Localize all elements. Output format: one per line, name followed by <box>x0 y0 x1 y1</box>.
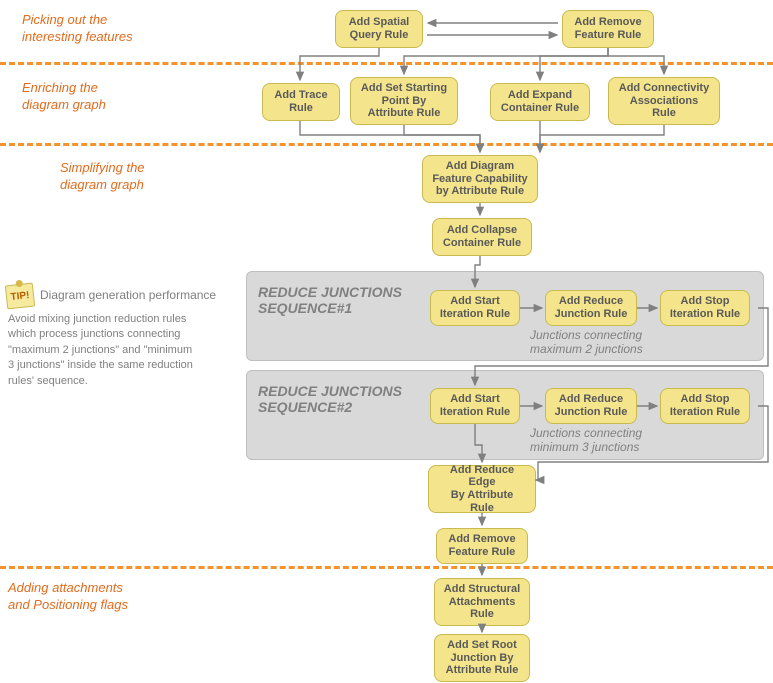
section-label-enriching: Enriching the diagram graph <box>22 80 106 114</box>
node-add-spatial-query-rule: Add Spatial Query Rule <box>335 10 423 48</box>
node-add-collapse-container-rule: Add Collapse Container Rule <box>432 218 532 256</box>
sequence-subtitle-2: Junctions connecting minimum 3 junctions <box>530 426 642 454</box>
divider-3 <box>0 566 773 569</box>
divider-2 <box>0 143 773 146</box>
node-label: Add Spatial Query Rule <box>349 16 410 41</box>
node-label: Add Collapse Container Rule <box>443 224 521 249</box>
node-add-structural-attachments-rule: Add Structural Attachments Rule <box>434 578 530 626</box>
tip-body: Avoid mixing junction reduction rules wh… <box>8 312 198 389</box>
node-add-remove-feature-rule-top: Add Remove Feature Rule <box>562 10 654 48</box>
section-label-adding: Adding attachments and Positioning flags <box>8 580 128 614</box>
divider-1 <box>0 62 773 65</box>
node-label: Add Reduce Edge By Attribute Rule <box>435 464 529 515</box>
node-seq2-add-start-iteration-rule: Add Start Iteration Rule <box>430 388 520 424</box>
node-label: Add Remove Feature Rule <box>448 533 515 558</box>
node-add-set-root-junction-rule: Add Set Root Junction By Attribute Rule <box>434 634 530 682</box>
node-label: Add Diagram Feature Capability by Attrib… <box>432 160 527 198</box>
node-label: Add Trace Rule <box>274 89 327 114</box>
tip-icon: TIP! <box>5 283 35 310</box>
sequence-title-2: REDUCE JUNCTIONS SEQUENCE#2 <box>258 383 402 415</box>
node-add-set-starting-point-rule: Add Set Starting Point By Attribute Rule <box>350 77 458 125</box>
node-seq1-add-reduce-junction-rule: Add Reduce Junction Rule <box>545 290 637 326</box>
node-label: Add Reduce Junction Rule <box>555 295 628 320</box>
node-label: Add Start Iteration Rule <box>440 295 510 320</box>
node-add-connectivity-associations-rule: Add Connectivity Associations Rule <box>608 77 720 125</box>
node-label: Add Reduce Junction Rule <box>555 393 628 418</box>
node-label: Add Stop Iteration Rule <box>670 393 740 418</box>
node-seq1-add-start-iteration-rule: Add Start Iteration Rule <box>430 290 520 326</box>
section-label-picking: Picking out the interesting features <box>22 12 133 46</box>
node-label: Add Structural Attachments Rule <box>444 583 520 621</box>
node-label: Add Start Iteration Rule <box>440 393 510 418</box>
tip-title: Diagram generation performance <box>40 288 216 302</box>
node-label: Add Set Root Junction By Attribute Rule <box>446 639 519 677</box>
node-label: Add Expand Container Rule <box>501 89 579 114</box>
sequence-title-1: REDUCE JUNCTIONS SEQUENCE#1 <box>258 284 402 316</box>
node-label: Add Remove Feature Rule <box>574 16 641 41</box>
node-add-trace-rule: Add Trace Rule <box>262 83 340 121</box>
node-label: Add Connectivity Associations Rule <box>619 82 709 120</box>
section-label-simplifying: Simplifying the diagram graph <box>60 160 145 194</box>
node-add-expand-container-rule: Add Expand Container Rule <box>490 83 590 121</box>
node-add-reduce-edge-by-attribute-rule: Add Reduce Edge By Attribute Rule <box>428 465 536 513</box>
node-seq2-add-stop-iteration-rule: Add Stop Iteration Rule <box>660 388 750 424</box>
node-seq2-add-reduce-junction-rule: Add Reduce Junction Rule <box>545 388 637 424</box>
node-add-remove-feature-rule-bottom: Add Remove Feature Rule <box>436 528 528 564</box>
node-add-diagram-feature-capability-rule: Add Diagram Feature Capability by Attrib… <box>422 155 538 203</box>
node-label: Add Stop Iteration Rule <box>670 295 740 320</box>
node-label: Add Set Starting Point By Attribute Rule <box>361 82 447 120</box>
sequence-subtitle-1: Junctions connecting maximum 2 junctions <box>530 328 643 356</box>
node-seq1-add-stop-iteration-rule: Add Stop Iteration Rule <box>660 290 750 326</box>
